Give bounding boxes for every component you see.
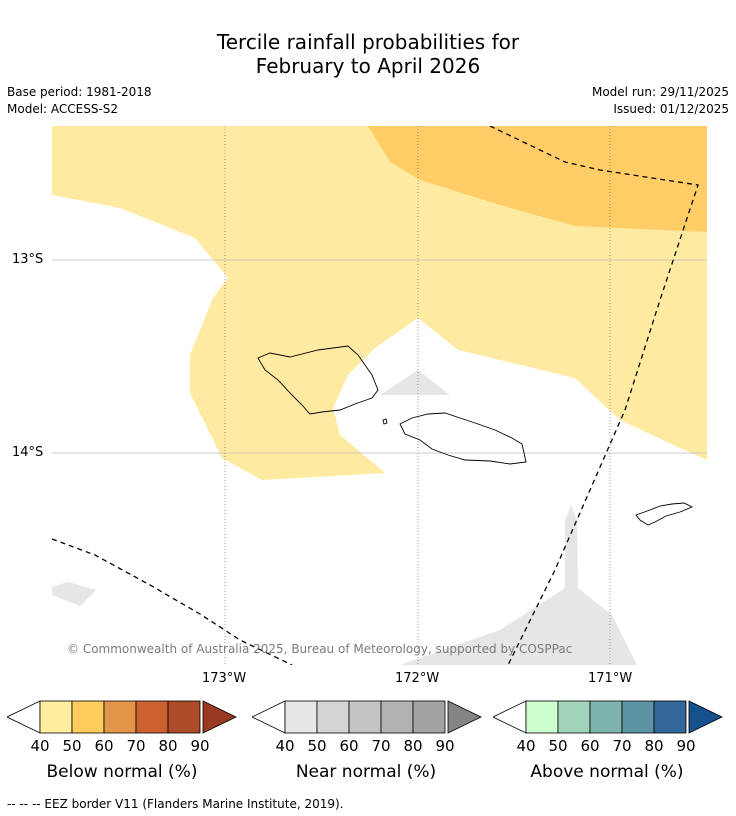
colorbar-near-segments [284,700,446,734]
colorbar-tick-label: 60 [339,737,359,755]
colorbar-below-left-arrow [7,700,41,734]
colorbar-segment [39,700,73,734]
colorbar-tick-label: 90 [435,737,455,755]
tutuila-island [635,502,694,526]
colorbar-segment [653,700,687,734]
colorbar-segment [525,700,559,734]
eez-border-south [52,538,293,665]
title-line-2: February to April 2026 [255,54,481,78]
near-normal-patch-2 [52,582,96,606]
lon-label-171w: 171°W [588,671,633,686]
colorbar-near [252,700,482,734]
colorbar-below-segments [39,700,201,734]
colorbar-tick-label: 80 [158,737,178,755]
colorbar-segment [284,700,318,734]
below-50-60-region [368,126,707,232]
colorbar-segment [412,700,446,734]
colorbar-segment [316,700,350,734]
colorbar-near-right-arrow [447,700,482,734]
colorbar-above-left-arrow [493,700,527,734]
colorbar-segment [167,700,201,734]
colorbar-above-label: Above normal (%) [530,762,684,782]
model-run: Model run: 29/11/2025 [591,85,729,99]
colorbar-segment [71,700,105,734]
colorbar-below-right-arrow [202,700,237,734]
lat-label-13s: 13°S [12,252,44,267]
lon-label-173w: 173°W [202,671,247,686]
colorbar-tick-label: 50 [62,737,82,755]
colorbar-near-label: Near normal (%) [295,762,437,782]
colorbar-segment [348,700,382,734]
colorbar-segment [380,700,414,734]
near-normal-patch-3 [400,505,637,665]
model-name: Model: ACCESS-S2 [7,102,119,116]
colorbar-tick-label: 70 [612,737,632,755]
copyright-credit: © Commonwealth of Australia 2025, Bureau… [67,642,573,656]
colorbar-tick-label: 90 [190,737,210,755]
upolu-island [399,412,527,465]
colorbar-tick-label: 80 [403,737,423,755]
rainfall-map [52,126,707,665]
colorbar-tick-label: 40 [30,737,50,755]
colorbar-segment [621,700,655,734]
colorbar-tick-label: 50 [307,737,327,755]
colorbar-below-label: Below normal (%) [46,762,198,782]
colorbar-tick-label: 70 [126,737,146,755]
colorbar-tick-label: 60 [94,737,114,755]
colorbar-tick-label: 80 [644,737,664,755]
colorbar-segment [557,700,591,734]
colorbar-above [493,700,723,734]
title-line-1: Tercile rainfall probabilities for [216,30,520,54]
meta-left: Base period: 1981-2018 Model: ACCESS-S2 [7,84,152,118]
colorbar-below [7,700,237,734]
eez-border-note: -- -- -- EEZ border V11 (Flanders Marine… [7,797,344,811]
manono-island [382,418,388,425]
colorbar-tick-label: 40 [275,737,295,755]
colorbar-tick-label: 70 [371,737,391,755]
colorbar-tick-label: 60 [580,737,600,755]
lon-label-172w: 172°W [395,671,440,686]
colorbar-above-right-arrow [688,700,723,734]
map-title: Tercile rainfall probabilities for Febru… [0,30,736,78]
issued-date: Issued: 01/12/2025 [613,102,729,116]
colorbar-tick-label: 50 [548,737,568,755]
colorbar-segment [135,700,169,734]
lat-label-14s: 14°S [12,445,44,460]
savaii-island [257,345,379,415]
colorbar-segment [589,700,623,734]
colorbar-tick-label: 40 [516,737,536,755]
base-period: Base period: 1981-2018 [7,85,152,99]
meta-right: Model run: 29/11/2025 Issued: 01/12/2025 [592,84,729,118]
colorbar-tick-label: 90 [676,737,696,755]
colorbar-segment [103,700,137,734]
colorbar-near-left-arrow [252,700,286,734]
near-normal-patch-1 [380,370,450,395]
colorbar-above-segments [525,700,687,734]
